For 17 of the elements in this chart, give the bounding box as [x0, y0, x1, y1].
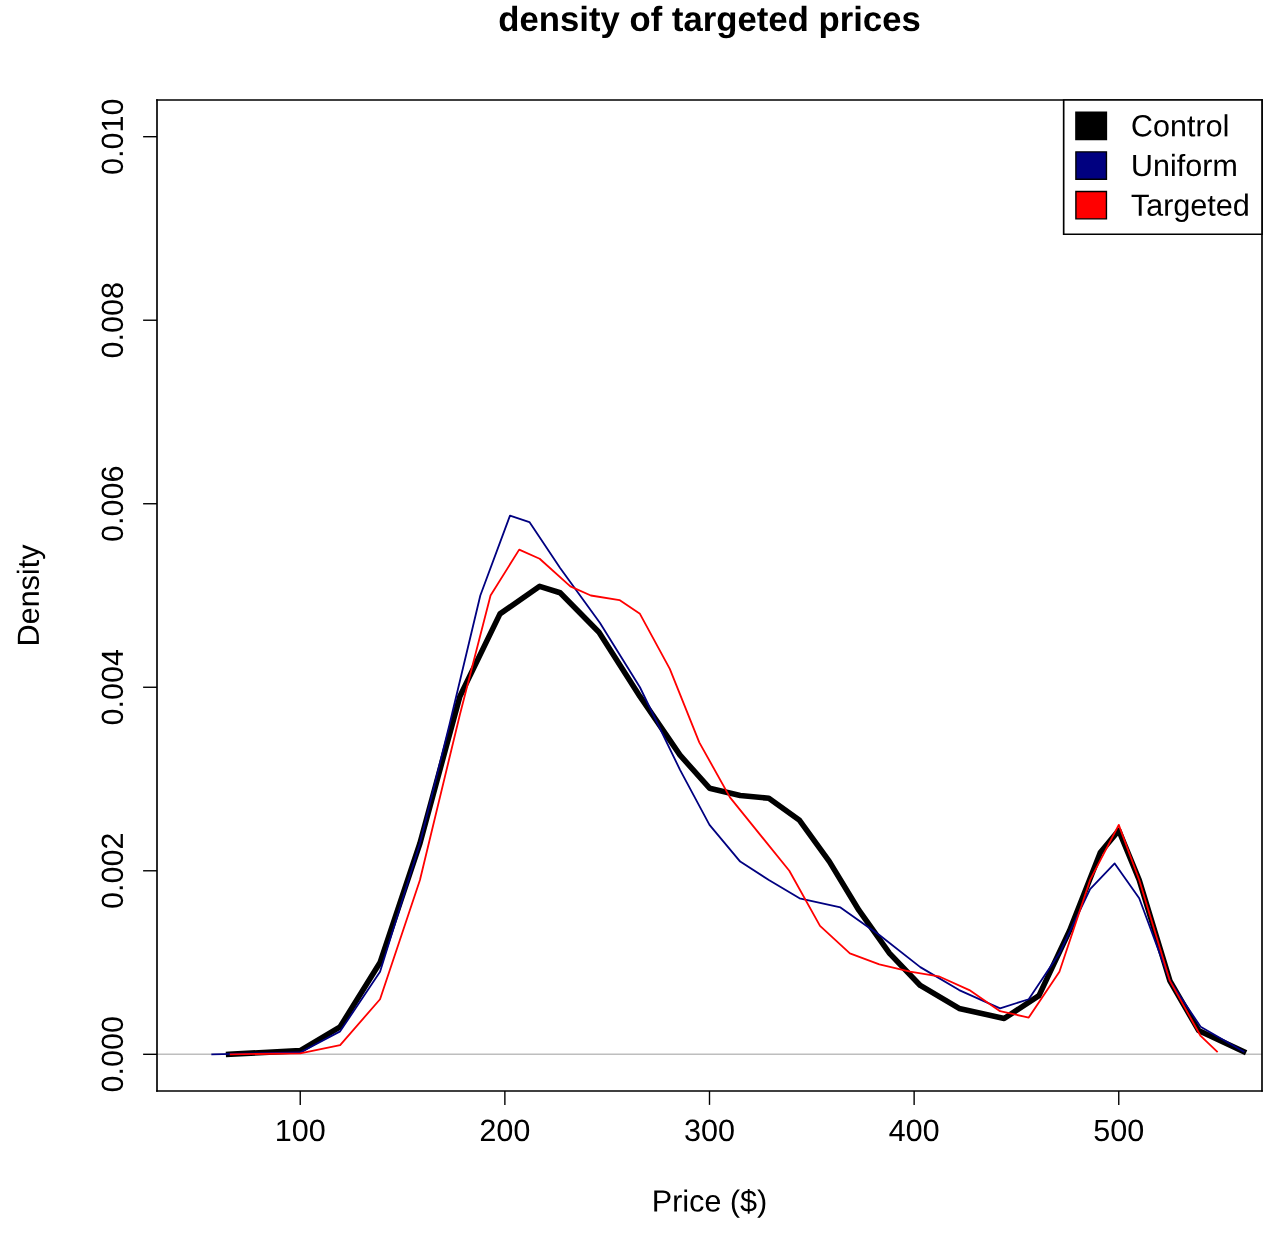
y-tick-label: 0.010	[101, 99, 124, 174]
chart-title: density of targeted prices	[499, 5, 920, 39]
legend-label: Uniform	[1133, 153, 1236, 177]
y-tick-label: 0.002	[101, 834, 124, 908]
y-tick-label: 0.000	[101, 1017, 124, 1092]
y-tick-label: 0.006	[101, 466, 124, 541]
x-tick-label: 200	[480, 1119, 530, 1142]
y-tick-label: 0.004	[101, 649, 124, 725]
x-tick-label: 300	[685, 1119, 734, 1142]
x-tick-label: 400	[889, 1119, 939, 1142]
legend-label: Control	[1132, 114, 1228, 137]
x-tick-label: 100	[277, 1119, 325, 1142]
x-axis-title: Price ($)	[654, 1188, 766, 1218]
y-axis-title: Density	[16, 544, 46, 644]
legend-label: Targeted	[1131, 193, 1248, 222]
y-tick-label: 0.008	[101, 283, 124, 358]
x-tick-label: 500	[1094, 1119, 1144, 1142]
